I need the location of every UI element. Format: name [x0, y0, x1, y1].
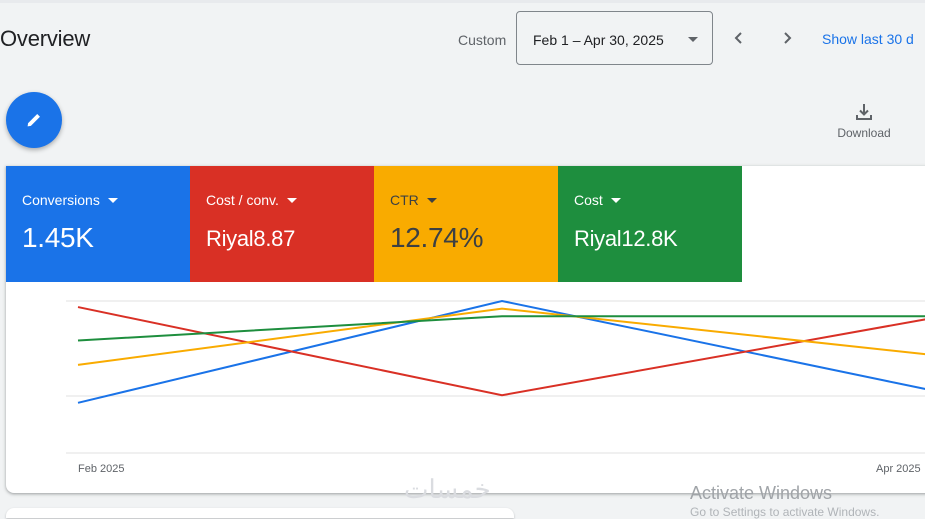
edit-button[interactable] — [6, 92, 62, 148]
metric-value: 12.74% — [390, 222, 484, 253]
chevron-down-icon — [426, 197, 437, 203]
metric-selector[interactable]: Cost / conv. — [206, 192, 374, 208]
metric-tile-cost[interactable]: Cost Riyal12.8K — [558, 166, 742, 282]
download-button[interactable]: Download — [830, 102, 898, 140]
series-line-cost-conv — [77, 306, 925, 397]
activate-windows-title: Activate Windows — [690, 483, 833, 503]
previous-period-button[interactable] — [727, 26, 751, 50]
next-card — [6, 508, 514, 518]
date-range-dropdown[interactable]: Feb 1 – Apr 30, 2025 — [516, 11, 713, 65]
metric-label: Cost — [574, 192, 603, 208]
x-tick-label: Feb 2025 — [78, 463, 124, 475]
download-icon — [856, 104, 872, 120]
metric-label: Conversions — [22, 192, 100, 208]
next-period-button[interactable] — [775, 26, 799, 50]
metric-label: CTR — [390, 192, 419, 208]
metric-value: 1.45K — [22, 222, 94, 253]
activate-windows-subtitle: Go to Settings to activate Windows. — [690, 505, 880, 519]
download-label: Download — [837, 126, 891, 140]
chevron-left-icon — [734, 32, 742, 44]
chevron-right-icon — [784, 32, 792, 44]
performance-card: Conversions 1.45K Cost / conv. Riyal8.87… — [6, 166, 925, 493]
metric-value: Riyal8.87 — [206, 226, 296, 251]
metric-selector[interactable]: Conversions — [22, 192, 190, 208]
metric-selector[interactable]: CTR — [390, 192, 558, 208]
series-line-ctr — [77, 307, 925, 366]
metric-selector[interactable]: Cost — [574, 192, 742, 208]
show-last-30-days-link[interactable]: Show last 30 d — [822, 31, 914, 47]
page-title: Overview — [0, 26, 91, 51]
watermark: خمسات — [404, 474, 491, 504]
metric-tile-cost-per-conversion[interactable]: Cost / conv. Riyal8.87 — [190, 166, 374, 282]
date-range-value: Feb 1 – Apr 30, 2025 — [533, 32, 664, 48]
metric-label: Cost / conv. — [206, 192, 279, 208]
chevron-down-icon — [688, 37, 698, 42]
top-divider — [0, 0, 925, 3]
performance-line-chart: Feb 2025 Apr 2025 — [66, 299, 925, 475]
x-tick-label: Apr 2025 — [876, 463, 921, 475]
series-line-cost — [77, 315, 925, 342]
chevron-down-icon — [610, 197, 621, 203]
metric-tile-ctr[interactable]: CTR 12.74% — [374, 166, 558, 282]
metric-tile-conversions[interactable]: Conversions 1.45K — [6, 166, 190, 282]
chevron-down-icon — [107, 197, 118, 203]
date-mode-label: Custom — [458, 32, 507, 48]
pencil-icon — [27, 114, 40, 127]
metric-value: Riyal12.8K — [574, 226, 678, 251]
chevron-down-icon — [286, 197, 297, 203]
series-line-conversions — [77, 299, 925, 404]
